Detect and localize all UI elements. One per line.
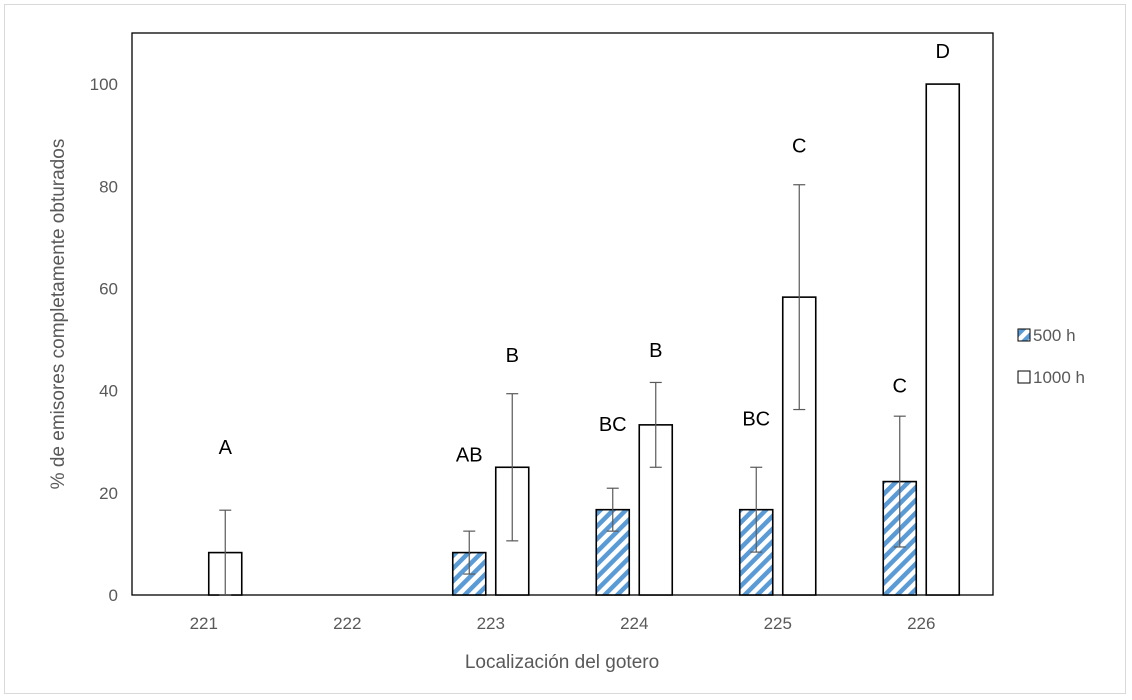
plot-area-border xyxy=(131,32,994,596)
y-tick-label: 20 xyxy=(99,484,118,503)
bars-layer xyxy=(207,83,961,596)
x-tick-label: 221 xyxy=(190,614,218,633)
x-tick-label: 226 xyxy=(907,614,935,633)
y-tick-label: 80 xyxy=(99,177,118,196)
bar-1000h-226 xyxy=(925,83,961,596)
y-tick-label: 0 xyxy=(109,586,118,605)
x-tick-labels: 221 222 223 224 225 226 xyxy=(190,614,936,633)
x-axis-title: Localización del gotero xyxy=(465,652,659,673)
y-tick-labels: 0 20 40 60 80 100 xyxy=(90,75,118,605)
legend-item-1000h: 1000 h xyxy=(1017,368,1085,387)
legend-label-1000h: 1000 h xyxy=(1033,368,1085,387)
significance-letter: C xyxy=(893,376,907,398)
legend-swatch-500h xyxy=(1017,328,1031,342)
legend-swatch-1000h xyxy=(1017,370,1031,384)
significance-letter: AB xyxy=(456,445,483,467)
significance-letters: A AB B BC B BC C C D xyxy=(219,41,950,467)
x-tick-label: 224 xyxy=(620,614,648,633)
y-axis-title: % de emisores completamente obturados xyxy=(48,139,69,490)
y-tick-label: 100 xyxy=(90,75,118,94)
x-tick-label: 225 xyxy=(764,614,792,633)
bar-1000h-225 xyxy=(781,296,817,596)
significance-letter: C xyxy=(792,135,806,157)
significance-letter: BC xyxy=(599,414,627,436)
error-bars-layer xyxy=(219,184,906,596)
y-tick-label: 60 xyxy=(99,279,118,298)
significance-letter: A xyxy=(219,437,233,459)
x-tick-label: 223 xyxy=(477,614,505,633)
significance-letter: B xyxy=(506,345,519,367)
legend-label-500h: 500 h xyxy=(1033,326,1076,345)
significance-letter: D xyxy=(936,41,950,63)
y-tick-label: 40 xyxy=(99,382,118,401)
x-tick-label: 222 xyxy=(333,614,361,633)
significance-letter: B xyxy=(649,340,662,362)
legend: 500 h 1000 h xyxy=(1017,326,1085,387)
legend-item-500h: 500 h xyxy=(1017,326,1076,345)
significance-letter: BC xyxy=(742,409,770,431)
